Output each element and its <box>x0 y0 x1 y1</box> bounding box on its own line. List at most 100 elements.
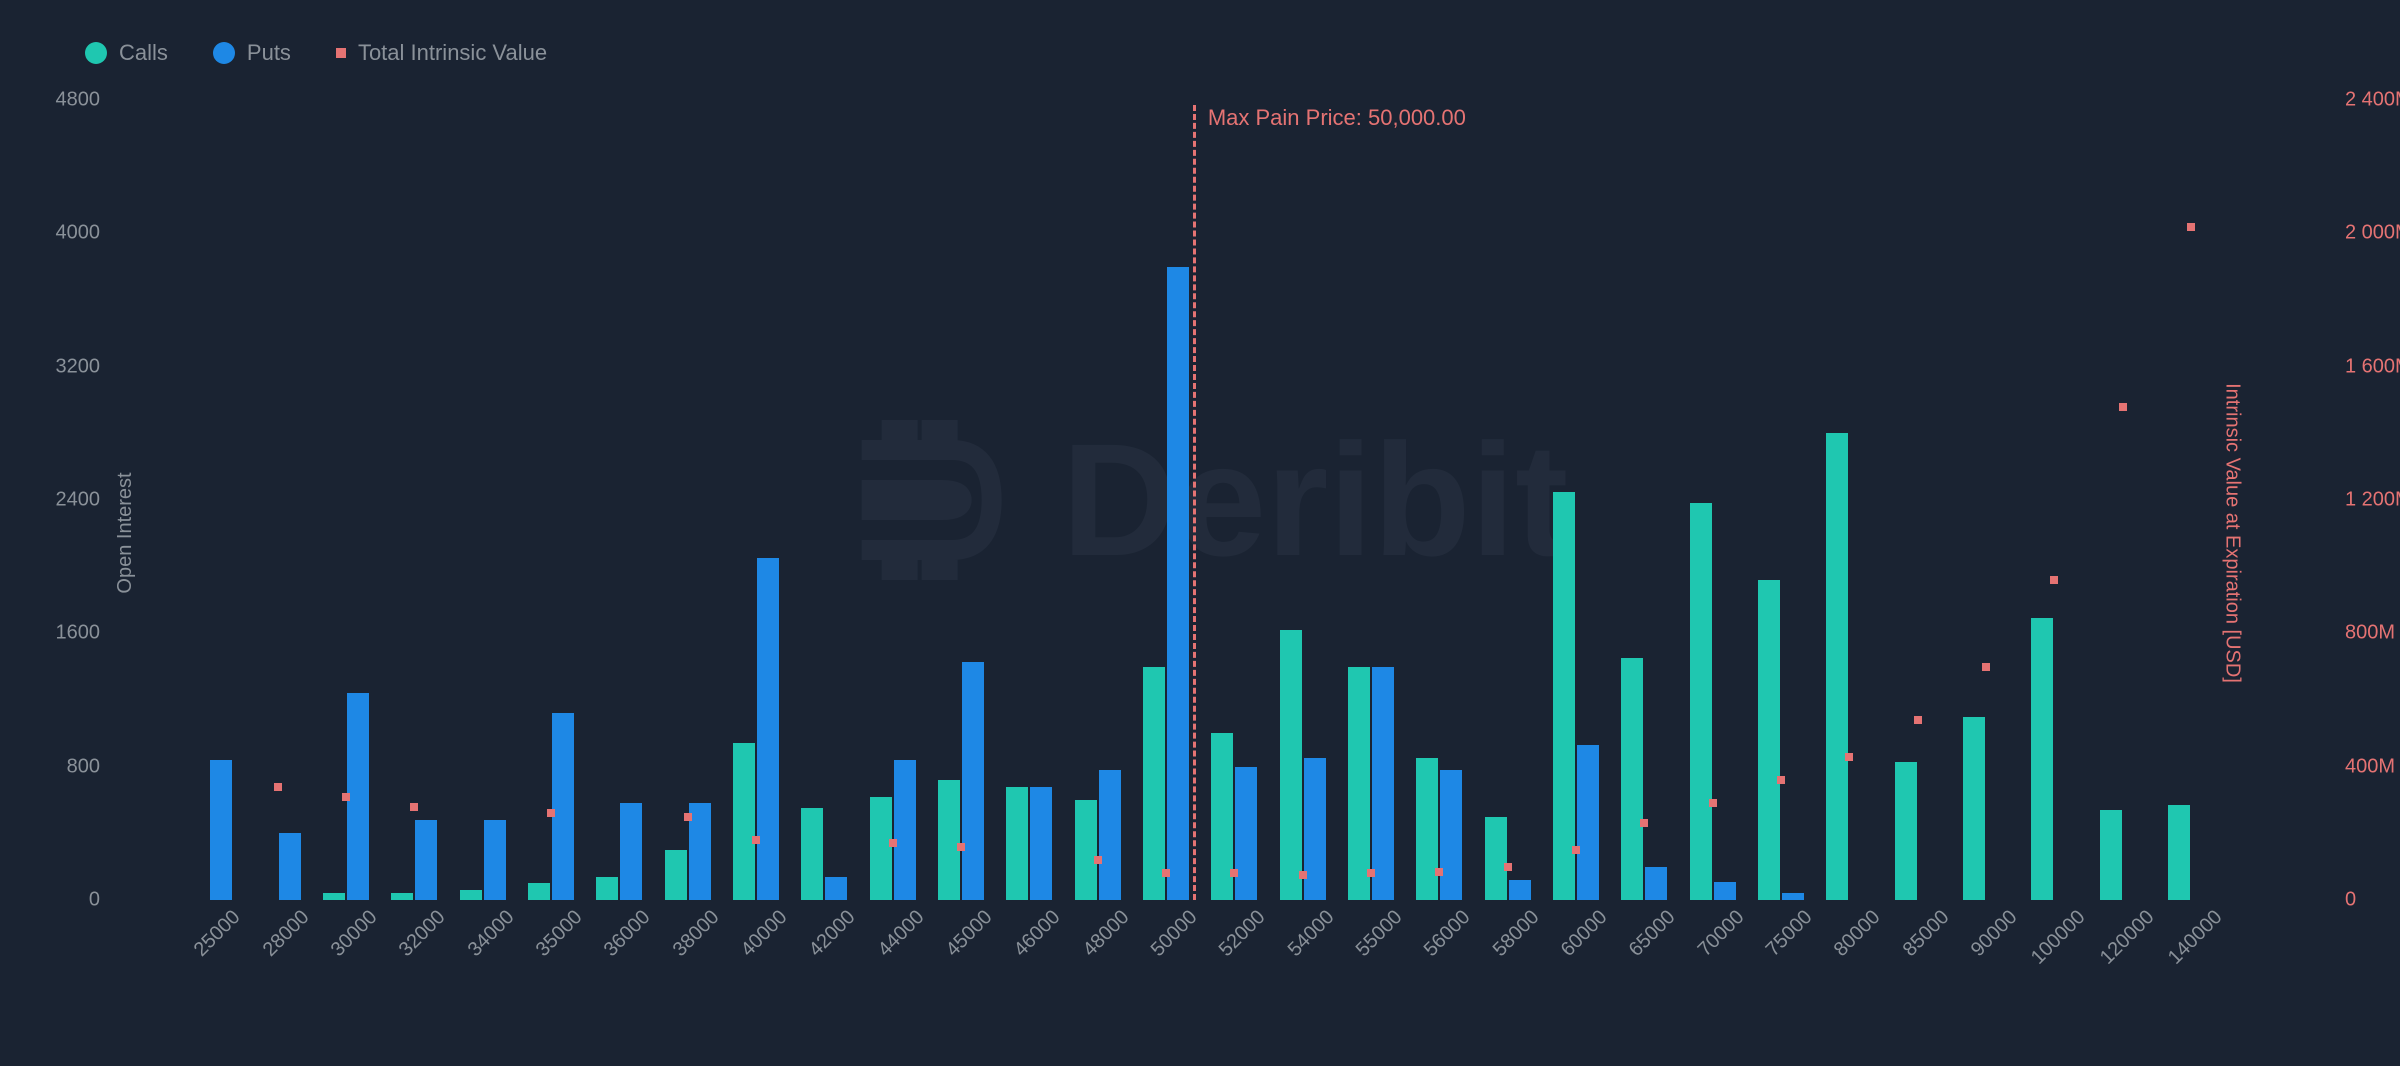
puts-bar[interactable] <box>620 803 642 900</box>
puts-bar[interactable] <box>962 662 984 900</box>
bar-group[interactable] <box>1485 817 1531 900</box>
puts-bar[interactable] <box>552 713 574 900</box>
intrinsic-value-point[interactable] <box>1094 856 1102 864</box>
intrinsic-value-point[interactable] <box>1572 846 1580 854</box>
bar-group[interactable] <box>801 808 847 900</box>
bar-group[interactable] <box>528 713 574 900</box>
calls-bar[interactable] <box>801 808 823 900</box>
bar-group[interactable] <box>733 558 779 900</box>
calls-bar[interactable] <box>1075 800 1097 900</box>
puts-bar[interactable] <box>1714 882 1736 900</box>
bar-group[interactable] <box>1143 267 1189 900</box>
bar-group[interactable] <box>870 760 916 900</box>
bar-group[interactable] <box>1690 503 1736 900</box>
intrinsic-value-point[interactable] <box>1367 869 1375 877</box>
calls-bar[interactable] <box>2100 810 2122 900</box>
bar-group[interactable] <box>1895 762 1941 900</box>
intrinsic-value-point[interactable] <box>342 793 350 801</box>
puts-bar[interactable] <box>279 833 301 900</box>
puts-bar[interactable] <box>1440 770 1462 900</box>
bar-group[interactable] <box>1416 758 1462 900</box>
calls-bar[interactable] <box>1690 503 1712 900</box>
bar-group[interactable] <box>255 833 301 900</box>
bar-group[interactable] <box>596 803 642 900</box>
calls-bar[interactable] <box>1348 667 1370 900</box>
bar-group[interactable] <box>1553 492 1599 900</box>
bar-group[interactable] <box>1963 717 2009 900</box>
calls-bar[interactable] <box>870 797 892 900</box>
bar-group[interactable] <box>1006 787 1052 900</box>
puts-bar[interactable] <box>1235 767 1257 900</box>
puts-bar[interactable] <box>757 558 779 900</box>
puts-bar[interactable] <box>210 760 232 900</box>
intrinsic-value-point[interactable] <box>889 839 897 847</box>
calls-bar[interactable] <box>323 893 345 900</box>
intrinsic-value-point[interactable] <box>1914 716 1922 724</box>
intrinsic-value-point[interactable] <box>274 783 282 791</box>
puts-bar[interactable] <box>689 803 711 900</box>
puts-bar[interactable] <box>484 820 506 900</box>
puts-bar[interactable] <box>1304 758 1326 900</box>
calls-bar[interactable] <box>938 780 960 900</box>
intrinsic-value-point[interactable] <box>684 813 692 821</box>
bar-group[interactable] <box>1280 630 1326 900</box>
puts-bar[interactable] <box>825 877 847 900</box>
intrinsic-value-point[interactable] <box>2119 403 2127 411</box>
bar-group[interactable] <box>2100 810 2146 900</box>
legend-calls[interactable]: Calls <box>85 40 168 66</box>
puts-bar[interactable] <box>1782 893 1804 900</box>
intrinsic-value-point[interactable] <box>1777 776 1785 784</box>
calls-bar[interactable] <box>1621 658 1643 900</box>
legend-puts[interactable]: Puts <box>213 40 291 66</box>
calls-bar[interactable] <box>1826 433 1848 900</box>
calls-bar[interactable] <box>733 743 755 900</box>
intrinsic-value-point[interactable] <box>410 803 418 811</box>
calls-bar[interactable] <box>1553 492 1575 900</box>
bar-group[interactable] <box>1758 580 1804 900</box>
intrinsic-value-point[interactable] <box>1299 871 1307 879</box>
intrinsic-value-point[interactable] <box>1709 799 1717 807</box>
calls-bar[interactable] <box>1006 787 1028 900</box>
puts-bar[interactable] <box>1099 770 1121 900</box>
puts-bar[interactable] <box>1577 745 1599 900</box>
puts-bar[interactable] <box>415 820 437 900</box>
intrinsic-value-point[interactable] <box>1845 753 1853 761</box>
bar-group[interactable] <box>2168 805 2214 900</box>
intrinsic-value-point[interactable] <box>1640 819 1648 827</box>
bar-group[interactable] <box>938 662 984 900</box>
calls-bar[interactable] <box>665 850 687 900</box>
intrinsic-value-point[interactable] <box>1435 868 1443 876</box>
calls-bar[interactable] <box>1895 762 1917 900</box>
calls-bar[interactable] <box>460 890 482 900</box>
intrinsic-value-point[interactable] <box>1504 863 1512 871</box>
bar-group[interactable] <box>1348 667 1394 900</box>
calls-bar[interactable] <box>2168 805 2190 900</box>
bar-group[interactable] <box>460 820 506 900</box>
puts-bar[interactable] <box>1509 880 1531 900</box>
calls-bar[interactable] <box>1280 630 1302 900</box>
intrinsic-value-point[interactable] <box>2187 223 2195 231</box>
calls-bar[interactable] <box>528 883 550 900</box>
bar-group[interactable] <box>1621 658 1667 900</box>
calls-bar[interactable] <box>1758 580 1780 900</box>
bar-group[interactable] <box>186 760 232 900</box>
intrinsic-value-point[interactable] <box>547 809 555 817</box>
intrinsic-value-point[interactable] <box>752 836 760 844</box>
calls-bar[interactable] <box>391 893 413 900</box>
intrinsic-value-point[interactable] <box>2050 576 2058 584</box>
calls-bar[interactable] <box>1485 817 1507 900</box>
puts-bar[interactable] <box>1167 267 1189 900</box>
puts-bar[interactable] <box>1372 667 1394 900</box>
intrinsic-value-point[interactable] <box>1162 869 1170 877</box>
puts-bar[interactable] <box>894 760 916 900</box>
calls-bar[interactable] <box>1963 717 1985 900</box>
puts-bar[interactable] <box>1645 867 1667 900</box>
bar-group[interactable] <box>2031 618 2077 900</box>
intrinsic-value-point[interactable] <box>1982 663 1990 671</box>
intrinsic-value-point[interactable] <box>1230 869 1238 877</box>
calls-bar[interactable] <box>596 877 618 900</box>
calls-bar[interactable] <box>1416 758 1438 900</box>
puts-bar[interactable] <box>347 693 369 900</box>
intrinsic-value-point[interactable] <box>957 843 965 851</box>
legend-intrinsic[interactable]: Total Intrinsic Value <box>336 40 547 66</box>
